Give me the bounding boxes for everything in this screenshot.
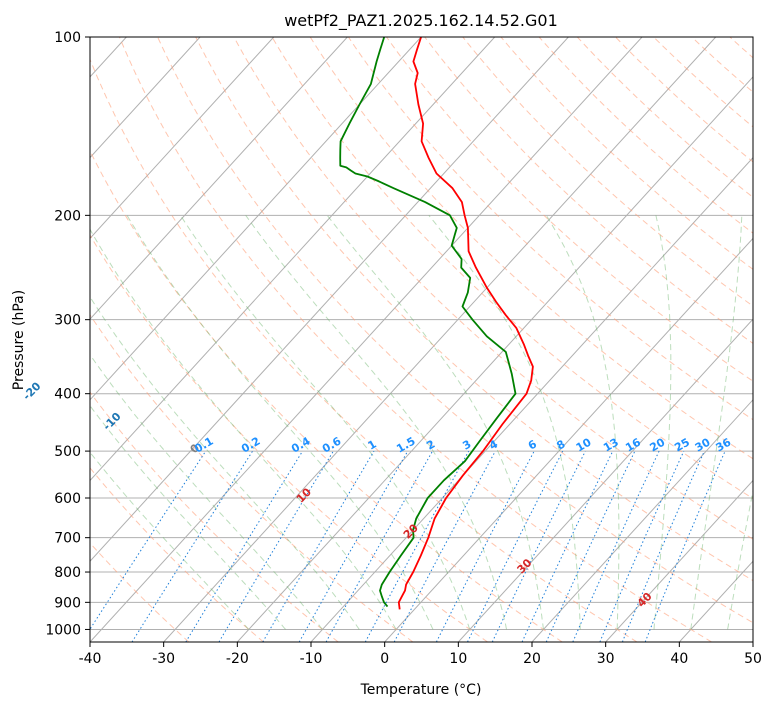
isotherm-line [90, 37, 569, 563]
moist-adiabat-line [90, 228, 397, 630]
mixing-ratio-line [572, 450, 660, 642]
y-tick-label: 200 [54, 208, 81, 224]
moist-adiabat-line [690, 215, 743, 630]
isotherm-line [90, 37, 201, 159]
mixing-ratio-line [621, 450, 705, 642]
isotherm-line [236, 76, 753, 642]
x-tick-label: 30 [597, 651, 615, 667]
y-tick-label: 800 [54, 565, 81, 581]
moist-adiabat-line [179, 215, 471, 630]
dry-adiabat-line [90, 391, 339, 642]
y-tick-label: 100 [54, 30, 81, 46]
y-tick-label: 1000 [45, 622, 81, 638]
x-tick-label: -30 [152, 651, 175, 667]
moist-adiabat-line [727, 488, 753, 630]
y-tick-label: 400 [54, 387, 81, 403]
y-tick-label: 600 [54, 491, 81, 507]
mixing-ratio-line [298, 450, 409, 642]
mixing-ratio-line [325, 450, 433, 642]
x-tick-label: 20 [523, 651, 541, 667]
series-1-line [397, 37, 534, 610]
dry-adiabat-line [576, 37, 753, 198]
dry-adiabat-line [538, 37, 753, 234]
chart-grid [90, 37, 753, 642]
mixing-ratio-line [131, 450, 254, 642]
dry-adiabat-line [386, 37, 753, 382]
x-tick-label: 50 [744, 651, 762, 667]
dry-adiabat-line [500, 37, 753, 270]
x-tick-label: 40 [670, 651, 688, 667]
dry-adiabat-line [233, 37, 753, 540]
mixing-ratio-line [218, 450, 334, 642]
y-axis-title: Pressure (hPa) [11, 290, 27, 390]
moist-adiabat-line [90, 451, 250, 630]
dry-adiabat-line [90, 314, 414, 642]
x-axis: -40 -30 -20 -10 0 10 20 30 40 50 [79, 642, 762, 667]
series-2-line [339, 37, 517, 608]
dry-adiabat-line [157, 37, 753, 624]
mixing-ratio-line [364, 450, 470, 642]
dry-adiabat-line [118, 37, 712, 642]
moist-adiabat-line [126, 215, 434, 630]
x-tick-label: 0 [380, 651, 389, 667]
dry-adiabat-line [90, 149, 563, 642]
isotherm-line [90, 37, 422, 401]
moist-adiabat-line [428, 214, 581, 630]
isotherm-line [605, 479, 753, 642]
dry-adiabat-line [271, 37, 753, 500]
mixing-ratio-line [262, 450, 375, 642]
x-tick-label: -40 [79, 651, 102, 667]
isotherm-line [457, 318, 753, 642]
mixing-ratio-line [521, 450, 614, 642]
x-tick-label: 10 [449, 651, 467, 667]
chart-title: wetPf2_PAZ1.2025.162.14.52.G01 [284, 11, 558, 31]
x-tick-label: -10 [300, 651, 323, 667]
y-axis: 100 200 300 400 500 600 700 800 900 1000 [45, 30, 90, 638]
moist-adiabat-line [90, 353, 323, 630]
x-axis-title: Temperature (°C) [360, 682, 482, 698]
y-tick-label: 700 [54, 531, 81, 547]
plot-frame [89, 36, 754, 643]
isotherm-line [90, 37, 643, 642]
isotherm-line [384, 237, 753, 642]
dry-adiabat-line [309, 37, 753, 460]
x-tick-label: -20 [226, 651, 249, 667]
moist-adiabat-line [326, 214, 544, 630]
isotherm-line [90, 37, 496, 482]
isotherm-line [90, 37, 275, 240]
isotherm-line [531, 399, 753, 642]
moist-adiabat-line [545, 215, 620, 630]
mixing-ratio-line [185, 450, 304, 642]
y-tick-label: 900 [54, 595, 81, 611]
moist-adiabat-line [90, 296, 360, 630]
mixing-ratio-line [644, 450, 726, 642]
isotherm-line [163, 37, 717, 642]
chart-series [339, 37, 534, 610]
dry-adiabat-line [195, 37, 753, 582]
y-tick-label: 500 [54, 444, 81, 460]
mixing-ratio-line [545, 450, 636, 642]
isotherm-line [90, 37, 348, 320]
moist-adiabat-line [653, 215, 672, 630]
dry-adiabat-line [347, 37, 753, 421]
dry-adiabat-line [424, 37, 753, 344]
y-tick-label: 300 [54, 313, 81, 329]
mixing-ratio-line [491, 450, 586, 642]
